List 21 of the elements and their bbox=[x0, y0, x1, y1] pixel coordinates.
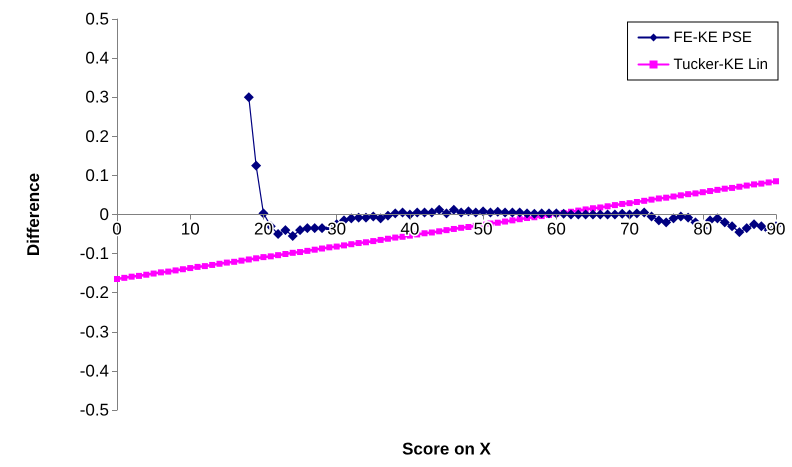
y-tick-label: 0.3 bbox=[85, 88, 109, 107]
x-tick-label: 20 bbox=[254, 220, 273, 238]
x-axis-title: Score on X bbox=[402, 440, 492, 458]
y-tick-label: 0.5 bbox=[85, 10, 109, 28]
y-tick-label: 0.4 bbox=[85, 48, 109, 68]
y-tick-label: 0 bbox=[100, 205, 109, 224]
y-axis-title: Difference bbox=[24, 172, 43, 256]
y-tick-label: -0.3 bbox=[80, 322, 109, 342]
y-tick-label: -0.2 bbox=[80, 283, 109, 302]
y-tick-label: -0.1 bbox=[80, 244, 109, 264]
y-tick-label: -0.5 bbox=[80, 400, 109, 420]
legend-label: Tucker-KE Lin bbox=[674, 56, 768, 73]
legend-label: FE-KE PSE bbox=[674, 29, 752, 46]
y-tick-label: -0.4 bbox=[80, 361, 109, 380]
x-tick-label: 60 bbox=[546, 220, 566, 238]
y-tick-label: 0.1 bbox=[85, 166, 109, 185]
y-tick-label: 0.2 bbox=[85, 126, 109, 146]
x-tick-label: 70 bbox=[620, 220, 640, 238]
x-tick-label: 0 bbox=[112, 220, 122, 238]
x-tick-label: 40 bbox=[400, 220, 420, 238]
x-tick-label: 10 bbox=[180, 220, 200, 238]
